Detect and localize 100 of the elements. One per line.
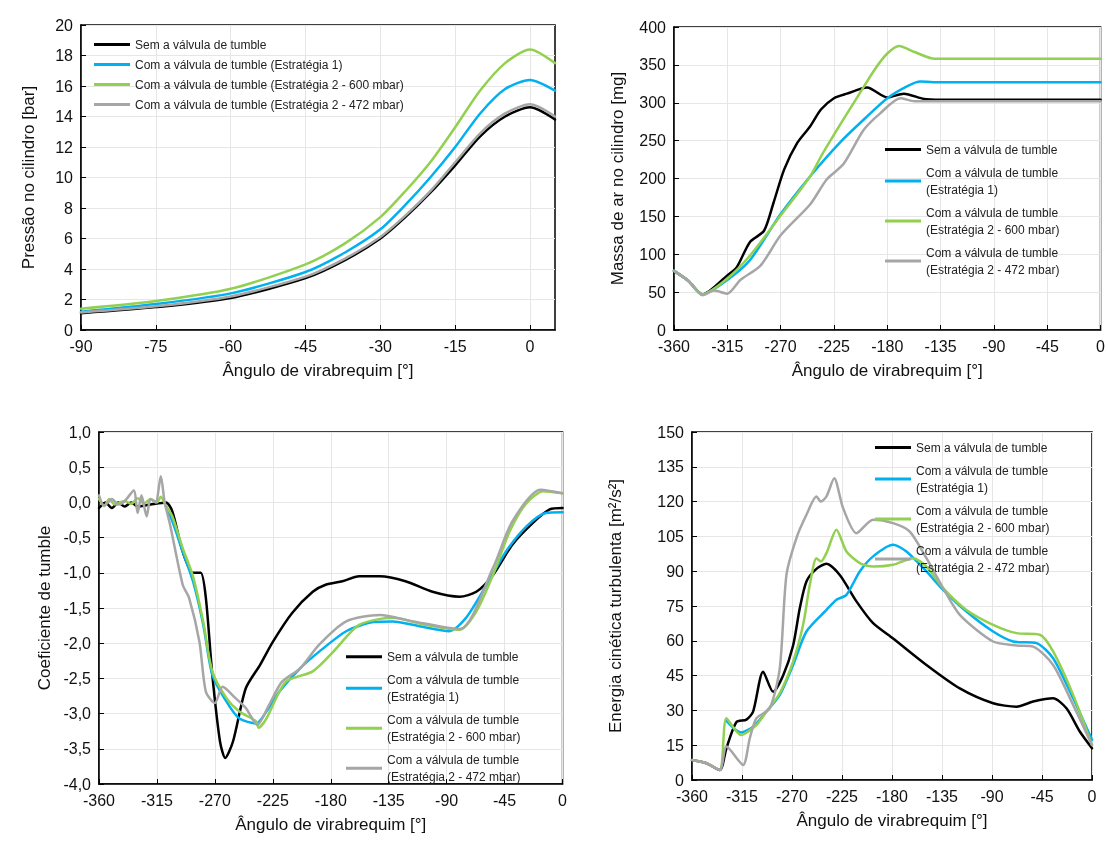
y-tick-label: 90 xyxy=(666,562,685,580)
x-tick-label: 0 xyxy=(1096,337,1106,355)
x-tick-label: -315 xyxy=(725,787,759,805)
x-tick-label: -45 xyxy=(1035,337,1059,355)
legend-label: Com a válvula de tumble (Estratégia 2 - 472 mbar) xyxy=(135,97,404,112)
y-tick-label: 150 xyxy=(657,423,685,441)
y-tick-label: 8 xyxy=(64,199,74,217)
x-tick-label: -180 xyxy=(314,791,347,809)
legend-label: Com a válvula de tumble (Estratégia 2 - 600 mbar) xyxy=(916,503,1052,535)
y-tick-label: 14 xyxy=(55,108,74,125)
y-tick-label: -2,0 xyxy=(63,634,92,652)
x-axis-title: Ângulo de virabrequim [°] xyxy=(791,361,983,380)
x-tick-label: -360 xyxy=(82,791,116,809)
y-tick-label: 0 xyxy=(675,771,685,789)
y-tick-label: 15 xyxy=(666,736,685,754)
x-tick-label: -270 xyxy=(198,791,231,809)
y-axis-title: Coeficiente de tumble xyxy=(34,525,54,691)
legend-label: Com a válvula de tumble (Estratégia 2 - 600 mbar) xyxy=(387,712,523,744)
x-tick-label: -225 xyxy=(817,337,851,355)
x-tick-label: -270 xyxy=(775,787,809,805)
y-tick-label: 12 xyxy=(55,138,74,156)
y-tick-label: 250 xyxy=(639,132,667,150)
y-tick-label: -3,5 xyxy=(63,740,92,758)
x-tick-label: -225 xyxy=(256,791,289,809)
x-axis-title: Ângulo de virabrequim [°] xyxy=(222,361,414,380)
y-tick-label: 75 xyxy=(666,597,685,615)
y-tick-label: 2 xyxy=(64,291,74,308)
x-tick-label: -270 xyxy=(764,337,797,355)
x-tick-label: -90 xyxy=(435,791,459,809)
legend-label: Com a válvula de tumble (Estratégia 1) xyxy=(916,463,1052,495)
y-tick-label: 150 xyxy=(639,207,667,225)
x-tick-label: -15 xyxy=(443,337,467,355)
y-tick-label: 4 xyxy=(64,260,74,278)
y-tick-label: 45 xyxy=(666,667,685,685)
x-tick-label: -45 xyxy=(493,791,517,809)
y-tick-label: -1,0 xyxy=(63,564,92,582)
x-tick-label: -75 xyxy=(144,337,168,355)
x-tick-label: -60 xyxy=(219,337,243,355)
x-tick-label: -90 xyxy=(69,337,93,355)
legend-label: Com a válvula de tumble (Estratégia 1) xyxy=(387,672,523,704)
x-tick-label: -90 xyxy=(980,787,1004,805)
x-tick-label: -315 xyxy=(711,337,744,355)
legend-label: Sem a válvula de tumble xyxy=(135,37,267,52)
legend-label: Com a válvula de tumble (Estratégia 1) xyxy=(135,57,343,72)
x-tick-label: 0 xyxy=(525,337,535,355)
y-tick-label: 350 xyxy=(639,56,667,74)
y-tick-label: -1,5 xyxy=(63,599,92,617)
y-axis-title: Massa de ar no cilindro [mg] xyxy=(608,71,627,286)
y-tick-label: -0,5 xyxy=(63,529,92,547)
y-axis-title: Energia cinética turbulenta [m²/s²] xyxy=(606,478,625,734)
legend-label: Com a válvula de tumble (Estratégia 2 - 600 mbar) xyxy=(135,77,404,92)
y-tick-label: 1,0 xyxy=(68,423,92,441)
x-tick-label: -135 xyxy=(924,337,957,355)
x-tick-label: -225 xyxy=(825,787,859,805)
y-tick-label: 0 xyxy=(657,321,667,339)
legend-label: Com a válvula de tumble (Estratégia 2 - 472 mbar) xyxy=(387,752,523,784)
y-tick-label: 135 xyxy=(657,458,685,476)
x-tick-label: -30 xyxy=(368,337,393,355)
x-axis-title: Ângulo de virabrequim [°] xyxy=(235,815,427,834)
x-tick-label: -315 xyxy=(140,791,174,809)
x-tick-label: 0 xyxy=(1087,787,1097,805)
y-tick-label: 0,5 xyxy=(68,458,92,476)
y-tick-label: -2,5 xyxy=(63,669,92,687)
legend-label: Com a válvula de tumble (Estratégia 2 - 472 mbar) xyxy=(926,245,1062,277)
y-tick-label: 105 xyxy=(657,527,685,545)
x-tick-label: 0 xyxy=(558,791,568,809)
x-tick-label: -360 xyxy=(675,787,709,805)
x-tick-label: -45 xyxy=(1030,787,1054,805)
legend-label: Com a válvula de tumble (Estratégia 1) xyxy=(926,165,1062,197)
legend-label: Com a válvula de tumble (Estratégia 2 - 600 mbar) xyxy=(926,205,1062,237)
y-tick-label: -4,0 xyxy=(63,775,92,793)
y-axis-title: Pressão no cilindro [bar] xyxy=(19,85,38,270)
y-tick-label: 18 xyxy=(55,47,74,64)
y-tick-label: 20 xyxy=(55,16,74,34)
y-tick-label: 400 xyxy=(639,18,667,36)
y-tick-label: 100 xyxy=(639,245,667,263)
y-tick-label: -3,0 xyxy=(63,705,92,723)
x-tick-label: -135 xyxy=(372,791,405,809)
line-series xyxy=(690,476,1094,772)
y-tick-label: 60 xyxy=(666,632,685,650)
y-tick-label: 120 xyxy=(657,493,685,511)
x-tick-label: -180 xyxy=(875,787,909,805)
x-tick-label: -45 xyxy=(293,337,318,355)
y-tick-label: 0 xyxy=(64,321,74,339)
legend-label: Sem a válvula de tumble xyxy=(926,142,1058,157)
y-tick-label: 0,0 xyxy=(68,493,92,511)
legend-label: Sem a válvula de tumble xyxy=(916,440,1048,455)
y-tick-label: 300 xyxy=(639,94,667,112)
y-tick-label: 200 xyxy=(639,170,667,187)
y-tick-label: 30 xyxy=(666,701,685,719)
x-tick-label: -135 xyxy=(925,787,959,805)
y-tick-label: 6 xyxy=(64,230,74,247)
x-tick-label: -90 xyxy=(982,337,1006,355)
y-tick-label: 50 xyxy=(648,283,667,301)
x-tick-label: -360 xyxy=(657,337,691,355)
y-tick-label: 16 xyxy=(55,77,74,95)
legend-label: Sem a válvula de tumble xyxy=(387,649,519,664)
y-tick-label: 10 xyxy=(55,169,74,186)
x-axis-title: Ângulo de virabrequim [°] xyxy=(796,811,988,830)
x-tick-label: -180 xyxy=(871,337,904,355)
